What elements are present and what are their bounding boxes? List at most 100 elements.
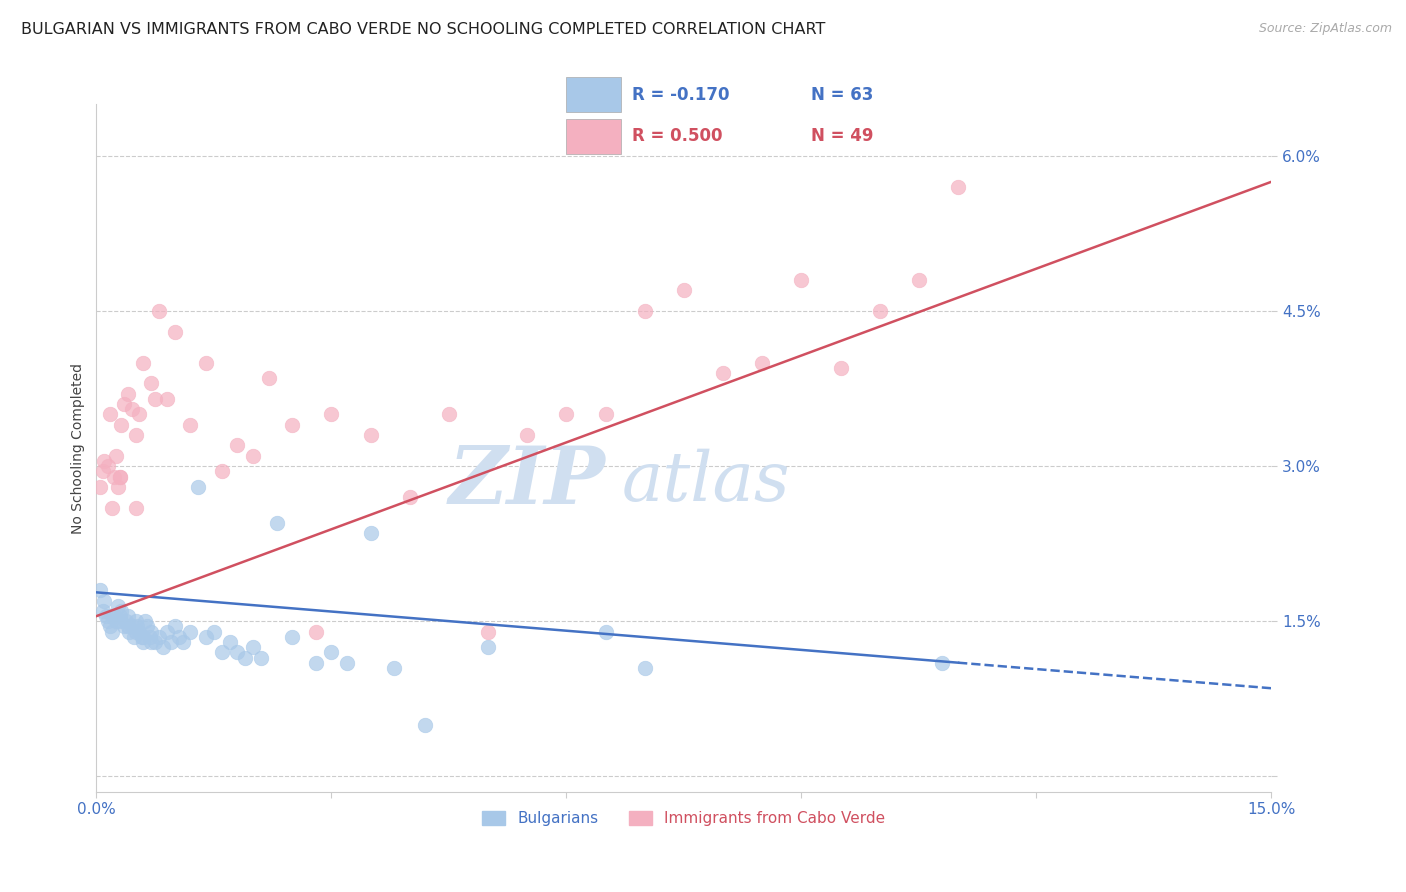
Point bbox=[97, 459, 120, 474]
Point bbox=[118, 624, 141, 639]
Point bbox=[89, 480, 111, 494]
Point bbox=[321, 408, 343, 422]
Point bbox=[148, 630, 170, 644]
Point bbox=[132, 630, 155, 644]
Point bbox=[134, 615, 156, 629]
Point bbox=[195, 356, 218, 370]
Point bbox=[117, 609, 139, 624]
Point bbox=[163, 325, 186, 339]
Point bbox=[830, 360, 852, 375]
Point bbox=[281, 417, 304, 432]
Point bbox=[89, 583, 111, 598]
Point bbox=[107, 599, 129, 613]
Point bbox=[634, 304, 657, 318]
Point bbox=[187, 480, 209, 494]
Point bbox=[108, 469, 131, 483]
Legend: Bulgarians, Immigrants from Cabo Verde: Bulgarians, Immigrants from Cabo Verde bbox=[477, 805, 891, 832]
Point bbox=[112, 619, 135, 633]
Point bbox=[477, 624, 499, 639]
Point bbox=[946, 180, 969, 194]
Point bbox=[107, 480, 129, 494]
Point bbox=[103, 609, 125, 624]
Point bbox=[908, 273, 931, 287]
Point bbox=[141, 635, 163, 649]
Point bbox=[226, 438, 249, 452]
Point bbox=[159, 635, 181, 649]
FancyBboxPatch shape bbox=[567, 119, 621, 154]
Point bbox=[91, 464, 114, 478]
Point bbox=[242, 449, 264, 463]
Point bbox=[179, 417, 201, 432]
Point bbox=[555, 408, 578, 422]
Point bbox=[101, 624, 124, 639]
Point bbox=[108, 615, 131, 629]
Point bbox=[869, 304, 891, 318]
Point bbox=[382, 661, 405, 675]
Point bbox=[321, 645, 343, 659]
Point bbox=[281, 630, 304, 644]
Point bbox=[115, 615, 138, 629]
Point bbox=[305, 656, 328, 670]
Point bbox=[117, 619, 139, 633]
Point bbox=[122, 630, 145, 644]
Point bbox=[97, 615, 120, 629]
Point bbox=[141, 376, 163, 391]
Point bbox=[103, 469, 125, 483]
Point bbox=[100, 619, 122, 633]
Point bbox=[121, 619, 143, 633]
Point bbox=[101, 500, 124, 515]
Point bbox=[143, 392, 166, 406]
Text: N = 49: N = 49 bbox=[811, 128, 873, 145]
Point bbox=[108, 609, 131, 624]
Point bbox=[195, 630, 218, 644]
Point bbox=[141, 624, 163, 639]
Point bbox=[257, 371, 280, 385]
Point bbox=[172, 635, 194, 649]
Point bbox=[152, 640, 174, 655]
Point bbox=[242, 640, 264, 655]
Point bbox=[127, 619, 149, 633]
FancyBboxPatch shape bbox=[567, 77, 621, 112]
Point bbox=[128, 624, 150, 639]
Point bbox=[595, 624, 617, 639]
Point bbox=[398, 490, 420, 504]
Point bbox=[101, 609, 124, 624]
Point bbox=[179, 624, 201, 639]
Point bbox=[233, 650, 256, 665]
Point bbox=[167, 630, 190, 644]
Point bbox=[305, 624, 328, 639]
Text: ZIP: ZIP bbox=[449, 443, 606, 520]
Point bbox=[415, 717, 437, 731]
Point bbox=[131, 630, 153, 644]
Text: BULGARIAN VS IMMIGRANTS FROM CABO VERDE NO SCHOOLING COMPLETED CORRELATION CHART: BULGARIAN VS IMMIGRANTS FROM CABO VERDE … bbox=[21, 22, 825, 37]
Point bbox=[124, 615, 146, 629]
Point bbox=[100, 408, 122, 422]
Point bbox=[124, 624, 146, 639]
Point bbox=[931, 656, 953, 670]
Point bbox=[163, 619, 186, 633]
Point bbox=[360, 526, 382, 541]
Text: R = -0.170: R = -0.170 bbox=[631, 86, 730, 103]
Text: R = 0.500: R = 0.500 bbox=[631, 128, 723, 145]
Point bbox=[790, 273, 813, 287]
Point bbox=[211, 464, 233, 478]
Point bbox=[124, 500, 146, 515]
Point bbox=[595, 408, 617, 422]
Point bbox=[211, 645, 233, 659]
Point bbox=[336, 656, 359, 670]
Point bbox=[91, 604, 114, 618]
Point bbox=[634, 661, 657, 675]
Point bbox=[156, 624, 179, 639]
Point bbox=[110, 604, 132, 618]
Point bbox=[108, 469, 131, 483]
Point bbox=[93, 593, 115, 607]
Point bbox=[672, 284, 695, 298]
Point bbox=[121, 402, 143, 417]
Point bbox=[124, 428, 146, 442]
Point bbox=[437, 408, 460, 422]
Point bbox=[143, 635, 166, 649]
Point bbox=[148, 304, 170, 318]
Point bbox=[250, 650, 273, 665]
Point bbox=[226, 645, 249, 659]
Point bbox=[218, 635, 240, 649]
